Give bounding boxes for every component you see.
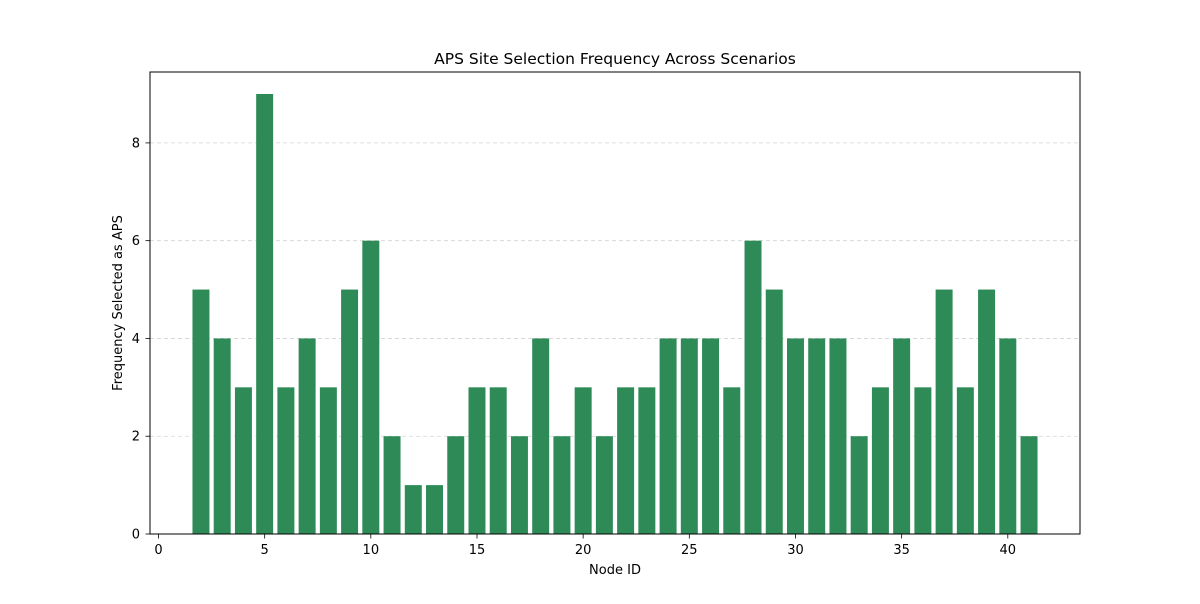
bar	[341, 289, 359, 534]
bar	[680, 338, 698, 534]
bar	[956, 387, 974, 534]
y-tick-label: 6	[132, 234, 140, 249]
bar	[426, 485, 444, 534]
bar	[468, 387, 486, 534]
bar	[978, 289, 996, 534]
bar	[510, 436, 528, 534]
bar	[617, 387, 635, 534]
bar	[871, 387, 889, 534]
bar	[850, 436, 868, 534]
bar	[447, 436, 465, 534]
bar	[532, 338, 550, 534]
y-axis-label: Frequency Selected as APS	[111, 215, 126, 391]
bar	[1020, 436, 1038, 534]
x-axis-label: Node ID	[589, 563, 641, 578]
bar	[638, 387, 656, 534]
x-tick-label: 20	[575, 543, 592, 558]
x-tick-label: 10	[363, 543, 380, 558]
bar	[765, 289, 783, 534]
bar	[935, 289, 953, 534]
bar	[723, 387, 741, 534]
bars	[192, 94, 1038, 534]
bar	[829, 338, 847, 534]
bar	[256, 94, 274, 534]
y-tick-label: 8	[132, 136, 140, 151]
x-tick-label: 5	[261, 543, 269, 558]
bar	[213, 338, 231, 534]
bar	[553, 436, 571, 534]
x-tick-label: 30	[787, 543, 804, 558]
bar	[489, 387, 507, 534]
bar	[383, 436, 401, 534]
plot-frame	[149, 71, 1081, 535]
bar	[319, 387, 337, 534]
chart-title: APS Site Selection Frequency Across Scen…	[434, 50, 796, 68]
x-tick-label: 40	[1000, 543, 1017, 558]
y-tick-label: 2	[132, 430, 140, 445]
bar	[192, 289, 210, 534]
bar	[786, 338, 804, 534]
y-tick-label: 4	[132, 332, 140, 347]
bar	[999, 338, 1017, 534]
y-tick-label: 0	[132, 528, 140, 543]
bar	[659, 338, 677, 534]
bar	[595, 436, 613, 534]
x-tick-label: 35	[893, 543, 910, 558]
bar	[277, 387, 295, 534]
bar	[574, 387, 592, 534]
bar	[234, 387, 252, 534]
bar	[808, 338, 826, 534]
x-tick-label: 25	[681, 543, 698, 558]
bar	[404, 485, 422, 534]
bar	[914, 387, 932, 534]
bar	[298, 338, 316, 534]
x-tick-label: 15	[469, 543, 486, 558]
bar	[893, 338, 911, 534]
x-axis-ticks: 0 5 10 15 20 25 30 35 40	[154, 534, 1016, 558]
y-axis-ticks: 0 2 4 6 8	[132, 136, 150, 543]
bar	[362, 240, 380, 534]
bar	[744, 240, 762, 534]
x-tick-label: 0	[154, 543, 162, 558]
bar	[702, 338, 720, 534]
